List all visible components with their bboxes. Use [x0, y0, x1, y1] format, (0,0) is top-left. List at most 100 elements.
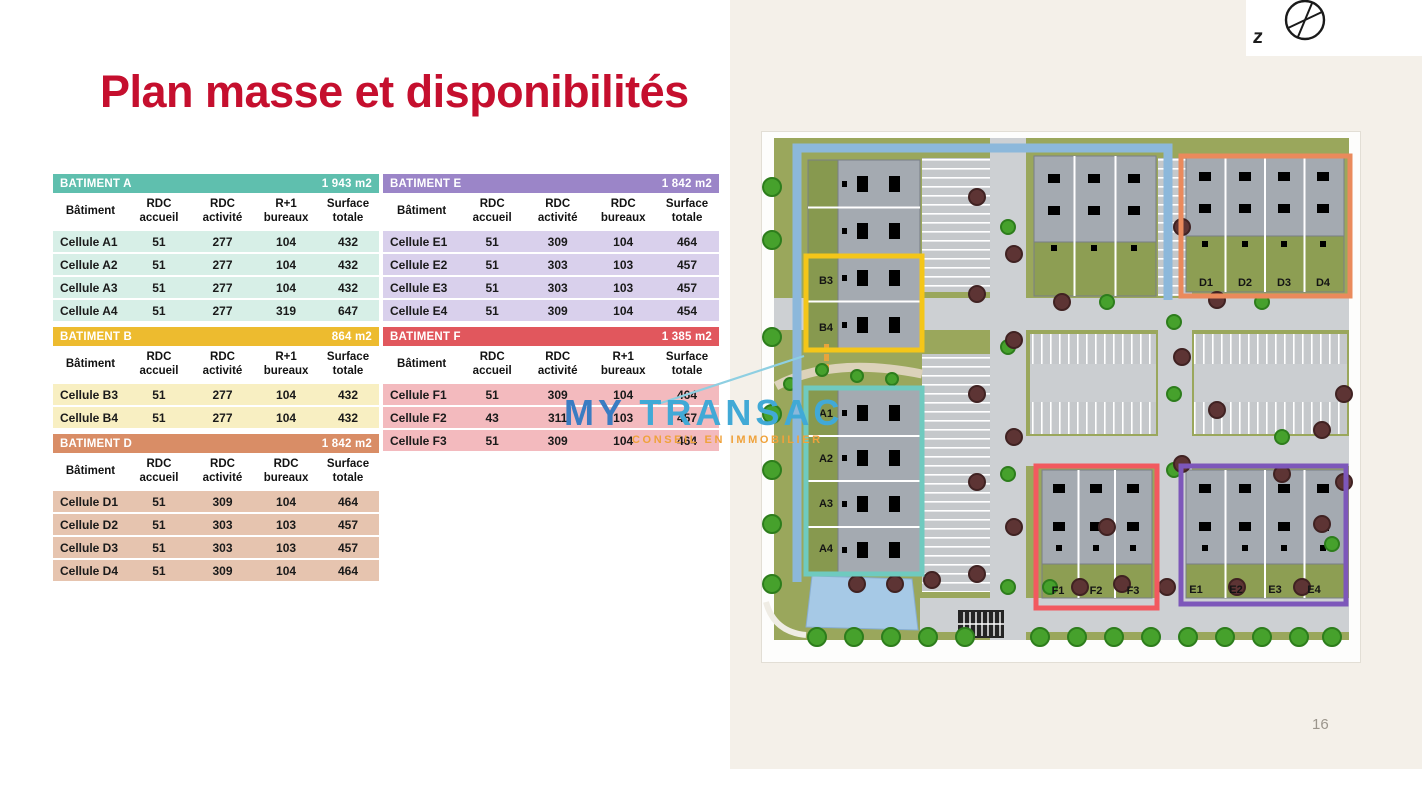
cell-value: 51: [152, 280, 166, 295]
plan-unit-a3: A3: [818, 498, 834, 510]
cell-value: 277: [212, 280, 233, 295]
cell-value: 43: [485, 410, 499, 425]
table-header: BATIMENT F 1 385 m2: [383, 327, 719, 346]
cell-name: Cellule F3: [390, 433, 447, 448]
plan-unit-f2: F2: [1089, 585, 1103, 597]
column-header: RDC accueil: [139, 198, 179, 224]
cell-value: 51: [485, 234, 499, 249]
cell-name: Cellule B3: [60, 387, 119, 402]
cell-value: 309: [547, 234, 568, 249]
plan-unit-d2: D2: [1237, 277, 1253, 289]
table-total-surface: 864 m2: [331, 330, 372, 343]
cell-name: Cellule F1: [390, 387, 447, 402]
cell-name: Cellule A3: [60, 280, 118, 295]
tables-column-right: BATIMENT E 1 842 m2 Bâtiment RDC accueil RDC…: [383, 174, 719, 457]
table-row: Cellule F3 51 309 104 464: [383, 430, 719, 451]
table-column-headers: Bâtiment RDC accueil RDC activité RDC burea…: [53, 453, 379, 491]
plan-unit-f1: F1: [1051, 585, 1065, 597]
column-header: R+1 bureaux: [263, 351, 309, 377]
cell-value: 51: [485, 257, 499, 272]
table-row: Cellule A1 51 277 104 432: [53, 231, 379, 252]
compass-patch: [1246, 0, 1422, 56]
cell-value: 464: [677, 234, 698, 249]
zone-batiment-e: [1178, 463, 1349, 607]
column-header: RDC activité: [202, 198, 243, 224]
column-header: Bâtiment: [65, 465, 116, 478]
cell-name: Cellule D3: [60, 540, 119, 555]
cell-value: 432: [337, 387, 359, 402]
cell-value: 104: [276, 280, 297, 295]
cell-value: 309: [547, 387, 568, 402]
column-header: RDC accueil: [139, 351, 179, 377]
cell-value: 303: [547, 257, 568, 272]
table-batiment-e: BATIMENT E 1 842 m2 Bâtiment RDC accueil RDC…: [383, 174, 719, 321]
plan-unit-d4: D4: [1315, 277, 1331, 289]
sidewalk: [763, 601, 807, 638]
table-title: BATIMENT D: [60, 437, 133, 450]
cell-value: 647: [337, 303, 359, 318]
compass-icon: [1284, 0, 1326, 41]
cell-name: Cellule E3: [390, 280, 448, 295]
plan-unit-e3: E3: [1268, 584, 1282, 596]
cell-value: 454: [677, 303, 698, 318]
table-title: BATIMENT E: [390, 177, 462, 190]
cell-value: 277: [212, 410, 233, 425]
table-row: Cellule B3 51 277 104 432: [53, 384, 379, 405]
cell-value: 51: [152, 257, 166, 272]
cell-value: 104: [613, 234, 634, 249]
zone-batiment-d: [1178, 153, 1353, 299]
plan-unit-b4: B4: [818, 322, 834, 334]
column-header: Bâtiment: [65, 205, 116, 218]
cell-name: Cellule D1: [60, 494, 119, 509]
cell-value: 104: [276, 563, 297, 578]
table-row: Cellule E2 51 303 103 457: [383, 254, 719, 275]
cell-value: 464: [337, 494, 359, 509]
cell-value: 104: [276, 410, 297, 425]
cell-value: 309: [212, 563, 233, 578]
cell-value: 103: [613, 410, 634, 425]
table-total-surface: 1 943 m2: [321, 177, 372, 190]
cell-value: 51: [485, 433, 499, 448]
plan-unit-a4: A4: [818, 543, 834, 555]
cell-value: 457: [677, 257, 698, 272]
table-header: BATIMENT A 1 943 m2: [53, 174, 379, 193]
cell-value: 51: [152, 410, 166, 425]
table-row: Cellule E4 51 309 104 454: [383, 300, 719, 321]
cell-value: 311: [548, 410, 568, 425]
zone-batiment-f: [1033, 463, 1160, 611]
column-header: RDC accueil: [472, 351, 512, 377]
table-batiment-d: BATIMENT D 1 842 m2 Bâtiment RDC accueil RDC…: [53, 434, 379, 581]
table-row: Cellule B4 51 277 104 432: [53, 407, 379, 428]
column-header: Surface totale: [326, 351, 370, 377]
cell-name: Cellule E4: [390, 303, 448, 318]
cell-value: 104: [276, 387, 297, 402]
column-header: RDC activité: [537, 351, 578, 377]
cell-value: 464: [337, 563, 359, 578]
cell-value: 464: [677, 387, 698, 402]
cell-value: 457: [337, 540, 359, 555]
cell-value: 104: [276, 257, 297, 272]
cell-value: 51: [152, 563, 166, 578]
table-row: Cellule D4 51 309 104 464: [53, 560, 379, 581]
table-total-surface: 1 385 m2: [661, 330, 712, 343]
cell-name: Cellule A2: [60, 257, 118, 272]
column-header: RDC activité: [537, 198, 578, 224]
cell-value: 51: [485, 303, 499, 318]
plan-unit-d1: D1: [1198, 277, 1214, 289]
plan-unit-e4: E4: [1307, 584, 1321, 596]
table-row: Cellule D2 51 303 103 457: [53, 514, 379, 535]
column-header: R+1 bureaux: [600, 351, 646, 377]
cell-value: 432: [337, 257, 359, 272]
column-header: R+1 bureaux: [263, 198, 309, 224]
cell-value: 104: [613, 387, 634, 402]
table-batiment-f: BATIMENT F 1 385 m2 Bâtiment RDC accueil RDC…: [383, 327, 719, 451]
cell-value: 51: [152, 387, 166, 402]
table-title: BATIMENT F: [390, 330, 461, 343]
cell-value: 51: [152, 540, 166, 555]
plan-unit-b3: B3: [818, 275, 834, 287]
cell-value: 432: [337, 280, 359, 295]
column-header: Bâtiment: [65, 358, 116, 371]
column-header: Surface totale: [665, 198, 709, 224]
zone-batiment-a-cells: [803, 385, 925, 577]
